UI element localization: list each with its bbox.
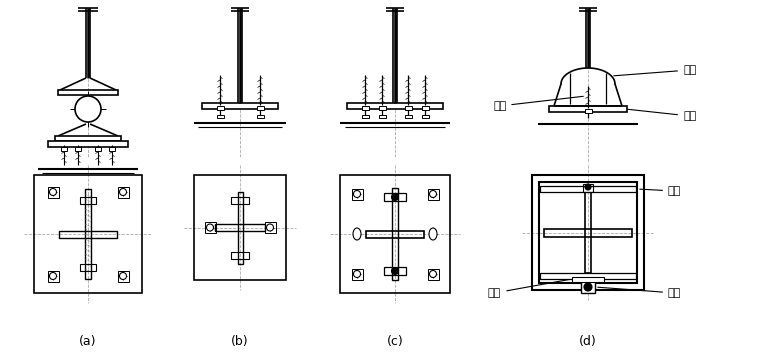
Bar [539, 182, 637, 283]
Ellipse shape [353, 228, 361, 240]
Bar [34, 175, 142, 293]
Bar [95, 147, 101, 151]
Bar [256, 115, 264, 118]
Bar [264, 222, 275, 233]
Bar [204, 222, 216, 233]
Bar [59, 231, 117, 237]
Circle shape [49, 189, 56, 195]
Bar [572, 277, 604, 282]
Bar [540, 273, 636, 279]
Bar [549, 106, 627, 112]
Bar [427, 189, 439, 199]
Text: 隔板: 隔板 [640, 186, 681, 196]
Bar [378, 115, 385, 118]
Circle shape [119, 189, 126, 195]
Circle shape [119, 272, 126, 280]
Bar [540, 186, 636, 192]
Bar [404, 115, 411, 118]
Bar [85, 189, 91, 279]
Bar [404, 106, 411, 110]
Bar [584, 109, 591, 113]
Bar [362, 106, 369, 110]
Bar [48, 141, 128, 147]
Bar [585, 192, 591, 273]
Bar [544, 228, 632, 237]
Circle shape [49, 272, 56, 280]
Text: 垫板: 垫板 [488, 280, 569, 298]
Bar [231, 197, 249, 203]
Bar [194, 175, 286, 280]
Bar [366, 231, 424, 237]
Bar [61, 147, 67, 151]
Bar [47, 271, 59, 281]
Bar [422, 106, 429, 110]
Text: (d): (d) [579, 335, 597, 348]
Bar [80, 197, 96, 204]
Bar [109, 147, 115, 151]
Bar [118, 271, 128, 281]
Bar [581, 281, 595, 293]
Circle shape [429, 190, 436, 198]
Bar [347, 103, 443, 109]
Bar [202, 103, 278, 109]
Text: 靴梁: 靴梁 [614, 65, 696, 76]
Bar [427, 268, 439, 280]
Text: 底板: 底板 [628, 109, 696, 121]
Bar [384, 193, 406, 201]
Bar [58, 90, 118, 95]
Bar [351, 268, 363, 280]
Text: (a): (a) [79, 335, 97, 348]
Bar [378, 106, 385, 110]
Bar [340, 175, 450, 293]
Bar [532, 175, 644, 290]
Circle shape [585, 184, 591, 190]
Text: 锚栓: 锚栓 [493, 96, 583, 111]
Bar [384, 267, 406, 275]
Bar [583, 184, 593, 192]
Bar [231, 252, 249, 258]
Circle shape [584, 283, 592, 291]
Bar [392, 188, 398, 280]
Bar [362, 115, 369, 118]
Bar [80, 264, 96, 271]
Ellipse shape [429, 228, 437, 240]
Text: (b): (b) [231, 335, 249, 348]
Circle shape [353, 271, 360, 277]
Text: 肋板: 肋板 [598, 287, 681, 298]
Circle shape [353, 190, 360, 198]
Circle shape [429, 271, 436, 277]
Bar [217, 115, 223, 118]
Bar [256, 106, 264, 110]
Circle shape [267, 224, 274, 231]
Bar [351, 189, 363, 199]
Bar [422, 115, 429, 118]
Bar [55, 136, 121, 141]
Bar [118, 187, 128, 198]
Bar [217, 106, 223, 110]
Bar [75, 147, 81, 151]
Circle shape [391, 267, 398, 275]
Circle shape [391, 194, 398, 200]
Circle shape [75, 96, 101, 122]
Circle shape [207, 224, 214, 231]
Bar [215, 224, 265, 231]
Bar [47, 187, 59, 198]
Bar [237, 192, 242, 263]
Text: (c): (c) [387, 335, 404, 348]
